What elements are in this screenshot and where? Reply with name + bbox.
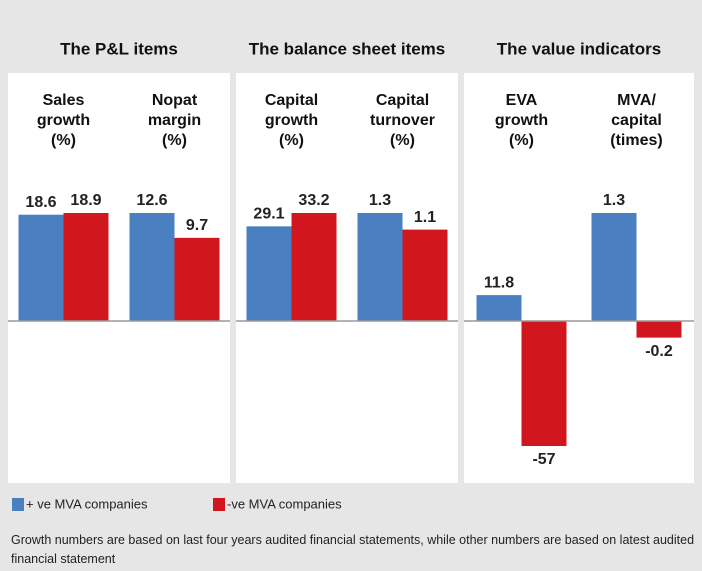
- value-label: 29.1: [253, 206, 284, 223]
- value-label: 1.3: [603, 192, 625, 209]
- group-title: The balance sheet items: [249, 39, 446, 58]
- value-label: -0.2: [645, 343, 673, 360]
- footnote: Growth numbers are based on last four ye…: [11, 533, 695, 566]
- value-label: 18.6: [25, 194, 56, 211]
- bar: [476, 295, 522, 321]
- chart: The P&L items Sales growth (%) 18.6 18.9 Nopat…: [8, 39, 694, 511]
- value-label: 18.9: [70, 192, 101, 209]
- metric-label: (%): [279, 132, 304, 149]
- legend-label: -ve MVA companies: [227, 496, 342, 511]
- metric-label: (%): [51, 132, 76, 149]
- metric-label: Capital: [376, 92, 429, 109]
- metric-label: (%): [162, 132, 187, 149]
- legend-swatch: [213, 498, 225, 511]
- value-label: 1.3: [369, 192, 391, 209]
- legend-label: + ve MVA companies: [26, 496, 148, 511]
- bar: [402, 229, 448, 321]
- bar: [357, 213, 403, 321]
- panel: [464, 73, 694, 483]
- metric-label: growth: [37, 112, 90, 129]
- bar: [636, 321, 682, 338]
- metric-label: Nopat: [152, 92, 198, 109]
- bar: [174, 237, 220, 321]
- value-label: 11.8: [484, 274, 514, 291]
- bar: [246, 226, 292, 321]
- value-label: 33.2: [298, 192, 329, 209]
- metric-label: margin: [148, 112, 201, 129]
- metric-label: Sales: [43, 92, 85, 109]
- metric-label: turnover: [370, 112, 435, 129]
- group-title: The value indicators: [497, 39, 661, 58]
- metric-label: MVA/: [617, 92, 656, 109]
- value-label: -57: [532, 451, 555, 468]
- bar: [18, 214, 64, 321]
- bar: [129, 213, 175, 321]
- bar: [291, 213, 337, 321]
- metric-label: (%): [509, 132, 534, 149]
- metric-label: capital: [611, 112, 662, 129]
- legend-swatch: [12, 498, 24, 511]
- bar: [63, 213, 109, 321]
- bar: [591, 213, 637, 321]
- value-label: 12.6: [136, 192, 167, 209]
- metric-label: growth: [265, 112, 318, 129]
- bar: [521, 321, 567, 446]
- value-label: 9.7: [186, 217, 208, 234]
- group-title: The P&L items: [60, 39, 178, 58]
- metric-label: Capital: [265, 92, 318, 109]
- metric-label: growth: [495, 112, 548, 129]
- value-label: 1.1: [414, 209, 436, 226]
- metric-label: EVA: [506, 92, 538, 109]
- metric-label: (times): [610, 132, 662, 149]
- metric-label: (%): [390, 132, 415, 149]
